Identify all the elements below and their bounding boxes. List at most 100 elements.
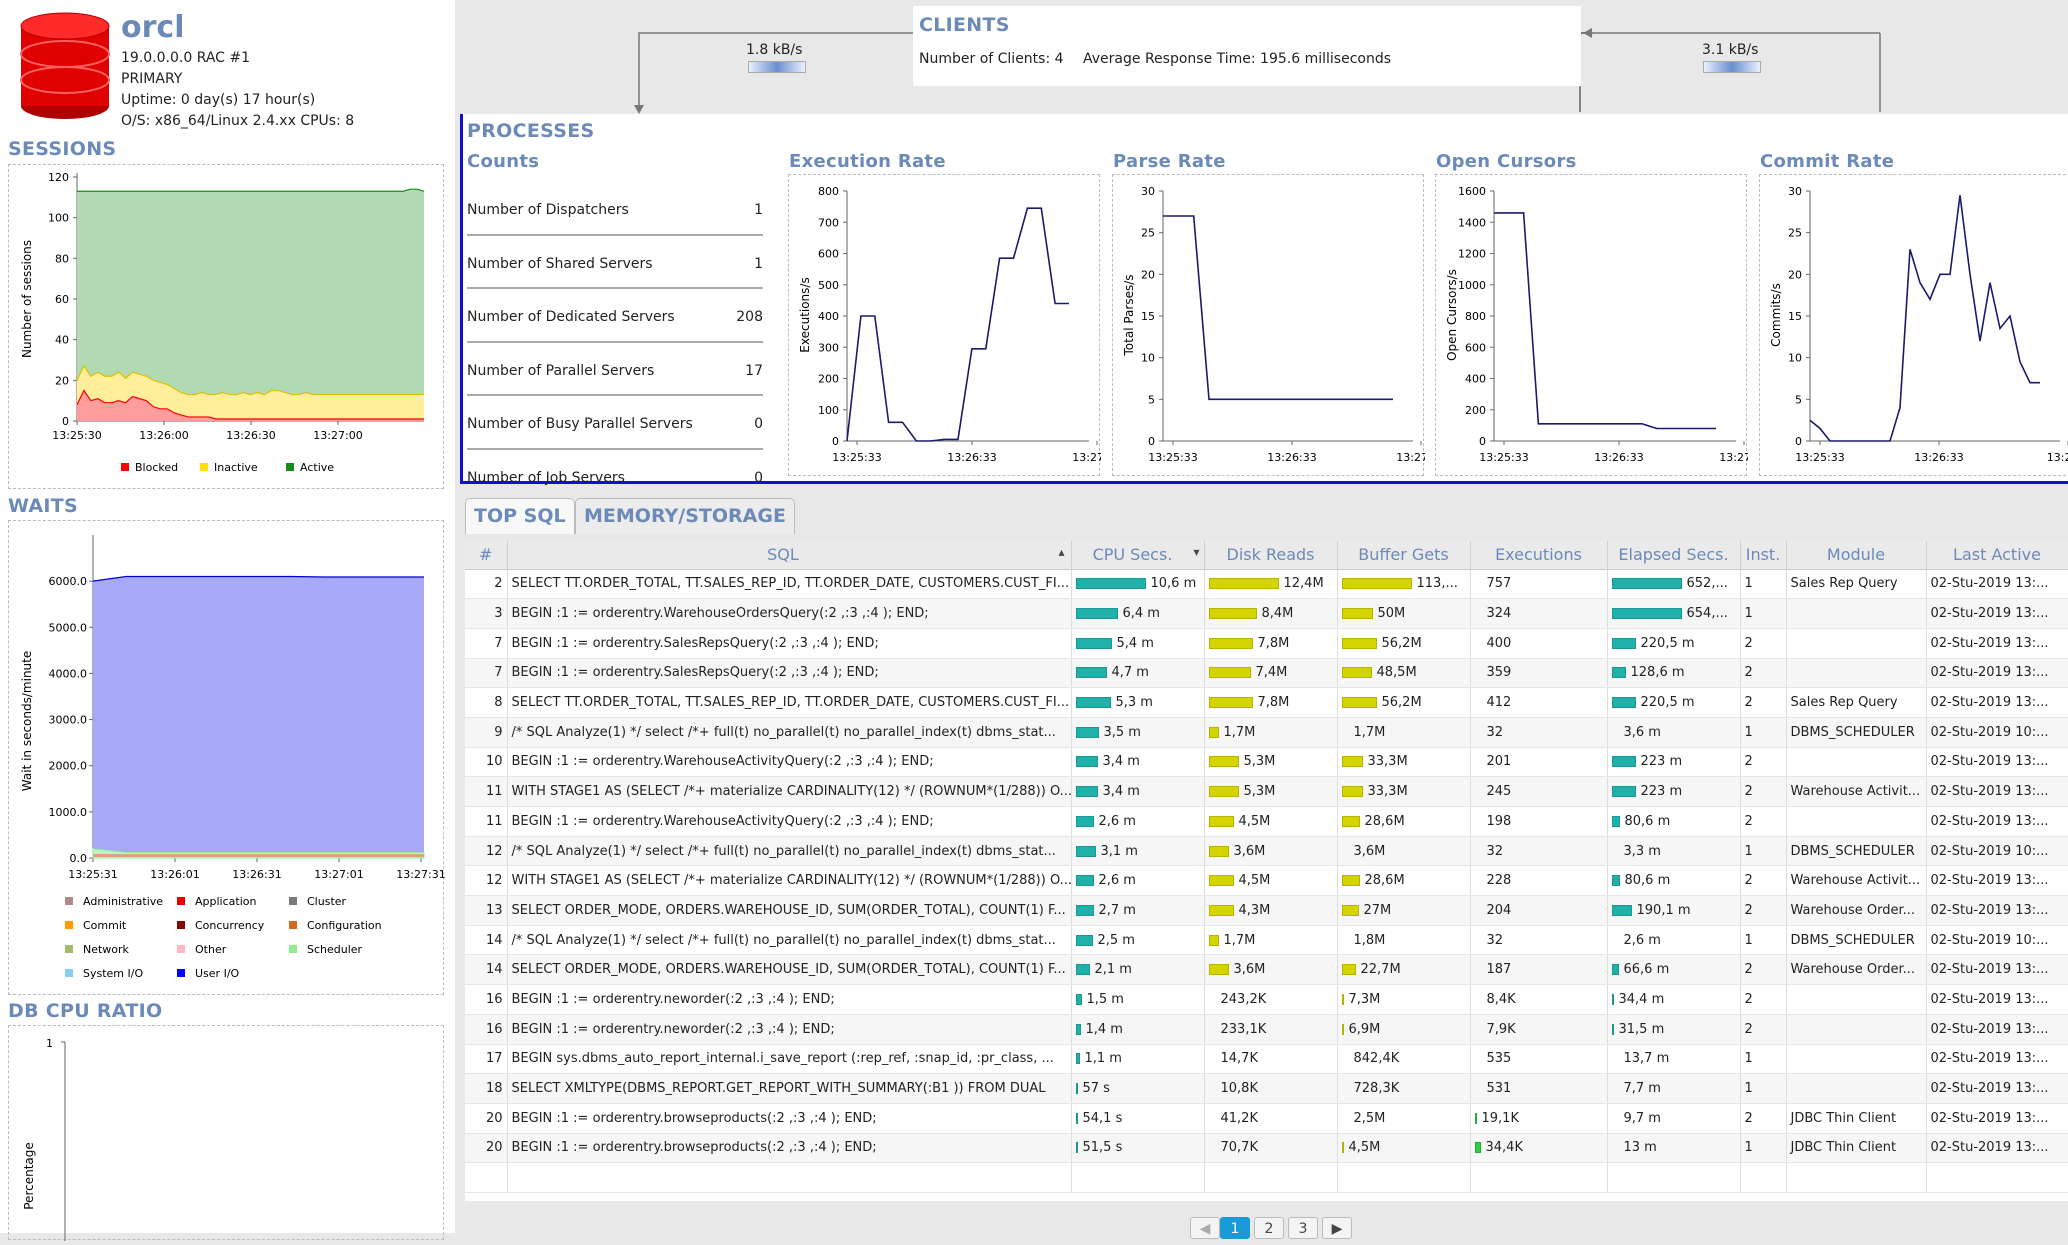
chart-y-tick: 600 [1465, 341, 1486, 354]
cell-value: Warehouse Order... [1790, 902, 1916, 918]
left-panel: orcl 19.0.0.0.0 RAC #1 PRIMARY Uptime: 0… [0, 0, 455, 1241]
cell-value: 3,6M [1353, 843, 1386, 859]
cell-value: 1 [1744, 932, 1753, 948]
table-cell-disk: 70,7K [1204, 1133, 1338, 1164]
table-row[interactable]: 12 WITH STAGE1 AS (SELECT /*+ materialize… [465, 865, 2068, 897]
table-cell-last: 02-Stu-2019 13:... [1926, 1044, 2068, 1075]
legend-swatch [200, 463, 208, 471]
value-bar [1208, 786, 1239, 798]
table-row[interactable]: 16 BEGIN :1 := orderentry.neworder(:2 ,:3… [465, 1014, 2068, 1045]
column-header-label: Executions [1495, 545, 1582, 565]
sort-icon[interactable]: ▴ [1058, 545, 1065, 560]
legend-swatch [177, 969, 185, 977]
table-cell-n: 17 [465, 1044, 508, 1075]
table-row[interactable]: 13 SELECT ORDER_MODE, ORDERS.WAREHOUSE_ID… [465, 895, 2068, 926]
table-cell-n: 20 [465, 1133, 508, 1164]
chart-y-tick: 5 [1148, 393, 1155, 406]
table-cell-empty [1926, 1162, 2068, 1193]
table-row[interactable]: 16 BEGIN :1 := orderentry.neworder(:2 ,:3… [465, 984, 2068, 1015]
db-os: O/S: x86_64/Linux 2.4.xx CPUs: 8 [121, 113, 355, 129]
cell-value: 3,6M [1233, 843, 1266, 859]
cell-value: Sales Rep Query [1790, 695, 1898, 711]
table-row[interactable]: 8 SELECT TT.ORDER_TOTAL, TT.SALES_REP_ID,… [465, 687, 2068, 718]
table-cell-ela: 223 m [1607, 776, 1741, 807]
sessions-area-blocked [77, 390, 424, 421]
column-header[interactable]: Executions [1470, 541, 1608, 570]
cell-value: 28,6M [1364, 813, 1405, 829]
value-bar [1075, 934, 1093, 946]
table-row[interactable]: 20 BEGIN :1 := orderentry.browseproducts(… [465, 1133, 2068, 1164]
count-label: Number of Dispatchers [467, 202, 629, 218]
column-header[interactable]: CPU Secs. ▾ [1071, 541, 1205, 570]
table-cell-disk: 41,2K [1204, 1103, 1338, 1134]
table-cell-sql: /* SQL Analyze(1) */ select /*+ full(t) … [507, 836, 1072, 867]
table-cell-buf: 3,6M [1337, 836, 1471, 867]
chart-y-tick: 15 [1141, 310, 1155, 323]
waits-x-tick: 13:27:31 [396, 868, 445, 881]
table-cell-cpu: 1,5 m [1071, 984, 1205, 1015]
cell-value: 02-Stu-2019 13:... [1930, 873, 2049, 889]
table-row[interactable]: 7 BEGIN :1 := orderentry.SalesRepsQuery(:… [465, 628, 2068, 659]
chart-series-line [1809, 195, 2040, 442]
cell-value: DBMS_SCHEDULER [1790, 932, 1915, 948]
table-row[interactable]: 14 /* SQL Analyze(1) */ select /*+ full(t… [465, 925, 2068, 956]
table-row[interactable]: 18 SELECT XMLTYPE(DBMS_REPORT.GET_REPORT_… [465, 1073, 2068, 1104]
column-header[interactable]: Inst. [1740, 541, 1787, 570]
column-header[interactable]: Last Active [1926, 541, 2068, 570]
cell-value: 113,... [1416, 576, 1458, 592]
cell-value: 243,2K [1220, 991, 1267, 1007]
chart-x-tick: 13:25:33 [1795, 451, 1844, 464]
value-bar [1208, 875, 1234, 887]
value-bar [1341, 786, 1363, 798]
count-row: Number of Dedicated Servers 208 [467, 289, 763, 343]
table-row[interactable]: 12 /* SQL Analyze(1) */ select /*+ full(t… [465, 836, 2068, 867]
table-cell-last: 02-Stu-2019 13:... [1926, 1133, 2068, 1164]
cell-value: JDBC Thin Client [1790, 1110, 1897, 1126]
column-header[interactable]: Disk Reads [1204, 541, 1338, 570]
cell-value: 2 [1744, 902, 1753, 918]
cell-value: 4,3M [1238, 902, 1271, 918]
page-3-button[interactable]: 3 [1288, 1217, 1318, 1239]
cell-value: 2 [1744, 665, 1753, 681]
table-cell-n: 2 [465, 569, 508, 600]
sort-desc-icon[interactable]: ▾ [1193, 545, 1200, 560]
cell-value: 56,2M [1381, 635, 1422, 651]
table-cell-last: 02-Stu-2019 13:... [1926, 687, 2068, 718]
cell-value: 1 [1744, 1140, 1753, 1156]
cell-value: 1,7M [1223, 932, 1256, 948]
clients-panel: CLIENTS Number of Clients: 4 Average Res… [913, 6, 1581, 86]
page-2-button[interactable]: 2 [1254, 1217, 1284, 1239]
cell-value: 16 [485, 1021, 503, 1037]
column-header[interactable]: SQL ▴ [507, 541, 1072, 570]
table-row[interactable]: 10 BEGIN :1 := orderentry.WarehouseActivi… [465, 747, 2068, 778]
table-row[interactable]: 17 BEGIN sys.dbms_auto_report_internal.i_… [465, 1044, 2068, 1075]
table-row[interactable]: 20 BEGIN :1 := orderentry.browseproducts(… [465, 1103, 2068, 1134]
prev-page-button[interactable]: ◀ [1190, 1217, 1220, 1239]
column-header[interactable]: Elapsed Secs. [1607, 541, 1741, 570]
chart-y-tick: 1000 [1458, 279, 1486, 292]
page-1-button[interactable]: 1 [1220, 1217, 1250, 1239]
value-bar [1208, 756, 1239, 768]
value-bar [1341, 875, 1360, 887]
table-row[interactable]: 11 WITH STAGE1 AS (SELECT /*+ materialize… [465, 776, 2068, 807]
tab-top-sql[interactable]: TOP SQL [465, 498, 575, 534]
tab-memory-storage[interactable]: MEMORY/STORAGE [575, 498, 795, 534]
next-page-button[interactable]: ▶ [1322, 1217, 1352, 1239]
table-row[interactable]: 11 BEGIN :1 := orderentry.WarehouseActivi… [465, 806, 2068, 837]
chart-y-tick: 600 [818, 248, 839, 261]
column-header[interactable]: # [465, 541, 508, 570]
table-cell-exec: 32 [1470, 925, 1608, 956]
cell-value: 5,4 m [1116, 635, 1154, 651]
table-row[interactable]: 3 BEGIN :1 := orderentry.WarehouseOrdersQ… [465, 598, 2068, 629]
table-row[interactable]: 7 BEGIN :1 := orderentry.SalesRepsQuery(:… [465, 658, 2068, 689]
legend-swatch [289, 945, 297, 953]
table-row[interactable]: 9 /* SQL Analyze(1) */ select /*+ full(t)… [465, 717, 2068, 748]
table-row[interactable]: 2 SELECT TT.ORDER_TOTAL, TT.SALES_REP_ID,… [465, 569, 2068, 600]
column-header[interactable]: Buffer Gets [1337, 541, 1471, 570]
column-header[interactable]: Module [1786, 541, 1927, 570]
chart-x-tick: 13:27:33 [1396, 451, 1425, 464]
table-row[interactable]: 14 SELECT ORDER_MODE, ORDERS.WAREHOUSE_ID… [465, 954, 2068, 986]
cell-value: 1 [1744, 606, 1753, 622]
cell-value: 9 [494, 724, 503, 740]
legend-swatch [121, 463, 129, 471]
